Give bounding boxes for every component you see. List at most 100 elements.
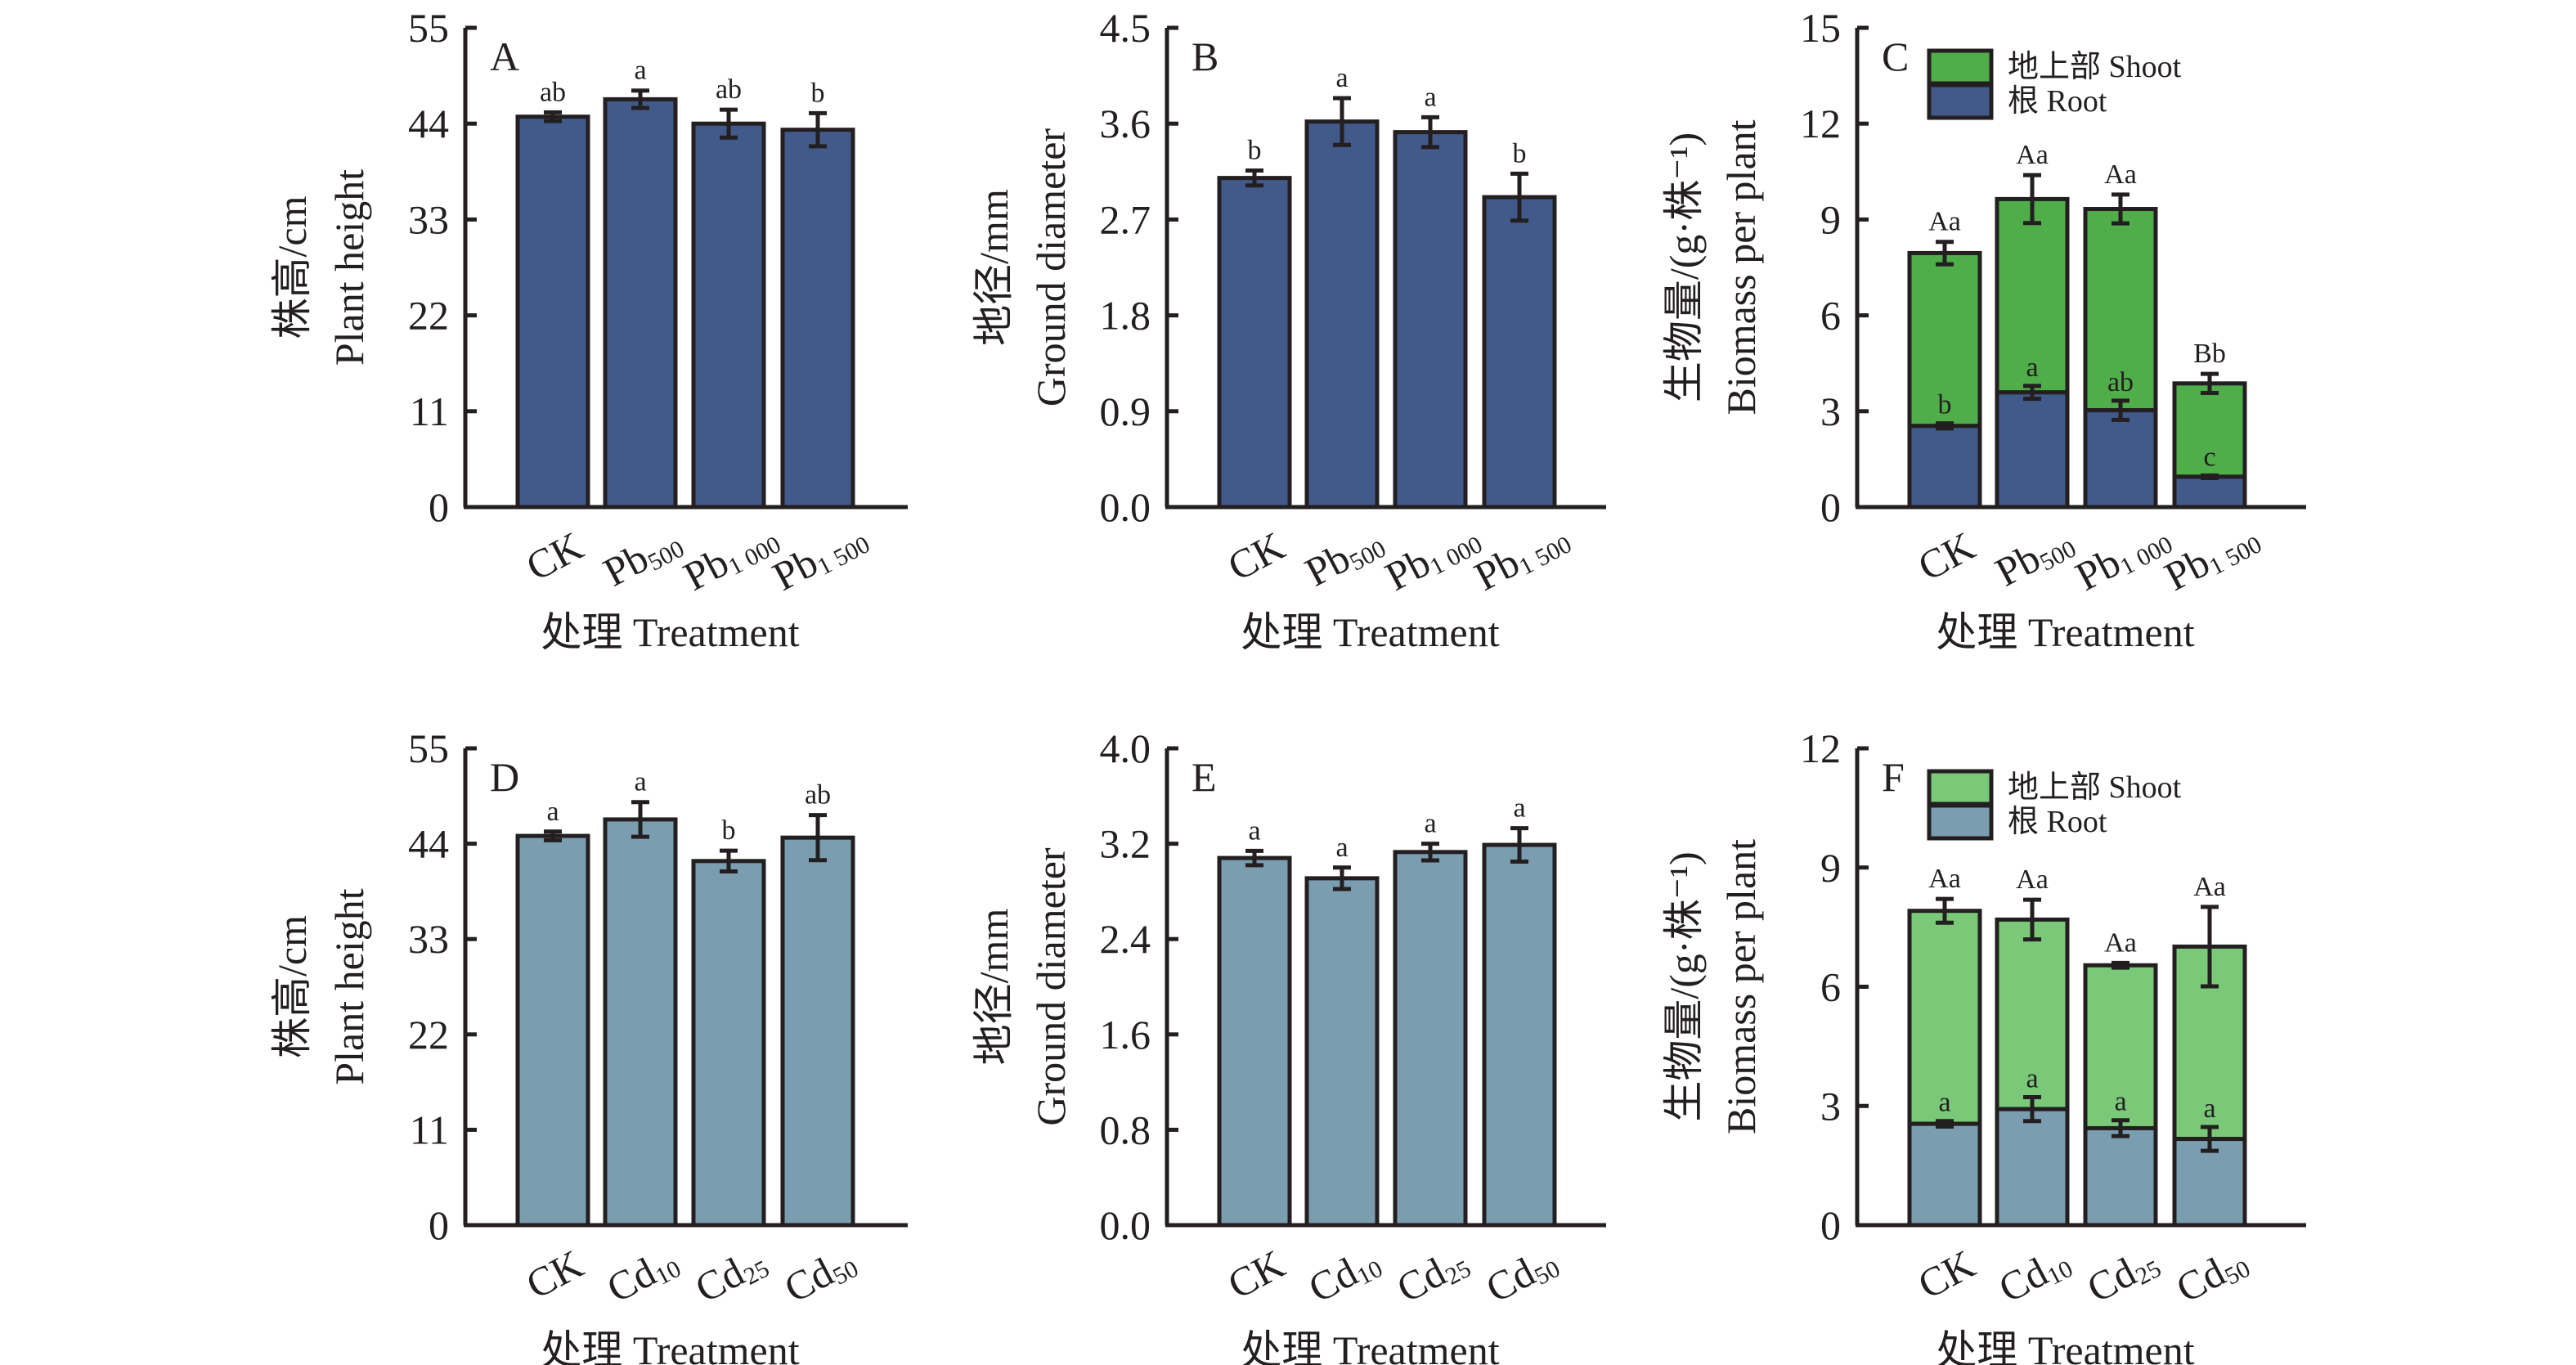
x-axis-label: 处理 Treatment [541, 1327, 799, 1365]
x-tick-label-base: Cd [688, 1249, 752, 1312]
error-bar-root [2023, 384, 2041, 402]
significance-label: a [546, 797, 559, 827]
significance-label-shoot: Aa [2104, 159, 2137, 190]
y-tick-label: 0 [1820, 1202, 1841, 1248]
bar-group: b Pb1 500 [765, 78, 874, 599]
x-tick-label: Cd50 [2169, 1237, 2255, 1313]
bar [515, 833, 590, 1228]
x-tick-label-base: Pb [1378, 539, 1438, 599]
bar-group: Aa a Cd50 [2169, 872, 2255, 1313]
y-tick-label: 44 [408, 821, 449, 867]
bar-group: Aa a Cd10 [1991, 864, 2077, 1313]
error-bar [1421, 842, 1439, 863]
y-tick-label: 11 [410, 1107, 449, 1152]
legend-swatch [1927, 769, 1994, 806]
x-tick-label: CK [518, 1241, 590, 1308]
bar [1393, 130, 1468, 510]
y-axis-label-en: Ground diameter [1028, 128, 1074, 407]
panel-e: 0.0 0.8 1.6 2.4 3.2 4.0 地径/mm Ground diameter Ea… [971, 725, 1606, 1365]
bar-root [2172, 474, 2247, 510]
error-bar [1421, 114, 1439, 150]
x-tick-label-base: Cd [1479, 1249, 1542, 1312]
error-bar [720, 848, 738, 874]
y-axis-label-en: Biomass per plant [1718, 119, 1764, 415]
bar-shoot [1907, 909, 1982, 1126]
significance-label-shoot: Aa [2016, 864, 2049, 895]
x-tick-label: Cd10 [1991, 1237, 2077, 1313]
significance-label-shoot: Aa [1928, 207, 1961, 237]
significance-label-shoot: Aa [2016, 140, 2049, 170]
x-tick-label-base: Cd [1991, 1249, 2055, 1312]
y-tick-label: 2.4 [1100, 916, 1151, 962]
panel-c: 0 3 6 9 12 15 生物量/(g·株⁻¹) Biomass per plant C Aa b… [1661, 5, 2306, 655]
legend-swatch [1927, 803, 1994, 841]
x-tick-label-base: Pb [1988, 534, 2048, 595]
significance-label-root: a [2114, 1087, 2126, 1117]
panel-letter: E [1192, 754, 1217, 800]
y-axis-label-en: Plant height [326, 169, 372, 366]
x-tick-label-base: Pb [676, 539, 736, 599]
bar-group: Aa a Pb500 [1988, 140, 2081, 595]
y-tick-label: 15 [1800, 5, 1841, 51]
x-tick-label-subscript: 1 500 [1515, 531, 1576, 581]
legend-label: 根 Root [2008, 84, 2107, 119]
error-bar-shoot [2023, 897, 2041, 942]
error-bar-root [1936, 421, 1954, 431]
error-bar [809, 813, 827, 863]
bar-group: Aa a Cd25 [2080, 927, 2165, 1312]
legend-swatch [1927, 48, 1994, 86]
y-axis-label-en: Plant height [326, 888, 372, 1084]
x-tick-label-base: CK [1910, 523, 1982, 590]
y-tick-label: 6 [1820, 964, 1841, 1010]
significance-label: a [1335, 63, 1348, 93]
x-tick-label: Cd10 [1301, 1237, 1387, 1313]
x-tick-label-base: CK [518, 1241, 590, 1308]
bar [780, 835, 855, 1228]
x-axis-label: 处理 Treatment [1936, 609, 2194, 655]
legend-label: 地上部 Shoot [2008, 770, 2182, 805]
bar-group: Aa a CK [1907, 864, 1982, 1308]
x-tick-label: CK [1910, 523, 1982, 590]
error-bar-root [2112, 398, 2129, 422]
x-tick-label: CK [1220, 523, 1292, 590]
panel-d: 0 11 22 33 44 55 株高/cm Plant height Da CK a Cd10 b Cd… [269, 725, 908, 1365]
significance-label: b [722, 815, 736, 846]
y-axis-label-cn: 生物量/(g·株⁻¹) [1661, 132, 1707, 402]
x-tick-label: Cd25 [688, 1237, 774, 1313]
bar [603, 817, 678, 1228]
x-tick-label-base: CK [1220, 523, 1292, 590]
y-axis-label-cn: 株高/cm [269, 915, 315, 1058]
significance-label: a [1424, 82, 1436, 112]
error-bar-root [2023, 1095, 2041, 1124]
panel-f: 0 3 6 9 12 生物量/(g·株⁻¹) Biomass per plant F Aa a CK… [1661, 725, 2306, 1365]
bar-root [1907, 424, 1982, 510]
y-tick-label: 1.6 [1100, 1012, 1151, 1057]
x-tick-label-base: Cd [2169, 1249, 2233, 1312]
bar-group: ab Cd50 [777, 780, 863, 1312]
x-tick-label-subscript: 1 500 [2205, 531, 2266, 581]
significance-label-root: a [2026, 1064, 2038, 1094]
bar-group: ab CK [515, 77, 590, 590]
y-tick-label: 0 [429, 484, 449, 530]
y-tick-label: 4.5 [1100, 5, 1151, 51]
bar-group: b CK [1217, 135, 1292, 590]
x-tick-label-base: Cd [2080, 1249, 2143, 1312]
significance-label-shoot: Aa [2104, 927, 2137, 958]
legend-label: 根 Root [2008, 805, 2107, 839]
y-tick-label: 6 [1820, 293, 1841, 339]
x-tick-label-base: Pb [596, 534, 656, 595]
x-tick-label: Pb500 [596, 517, 689, 596]
bar [780, 128, 855, 510]
error-bar-shoot [2201, 905, 2219, 989]
error-bar-root [1936, 1119, 1954, 1129]
error-bar [1333, 96, 1351, 147]
y-tick-label: 44 [408, 101, 449, 146]
x-tick-label: CK [1220, 1241, 1292, 1308]
significance-label-root: a [2026, 352, 2038, 383]
error-bar [631, 800, 649, 839]
